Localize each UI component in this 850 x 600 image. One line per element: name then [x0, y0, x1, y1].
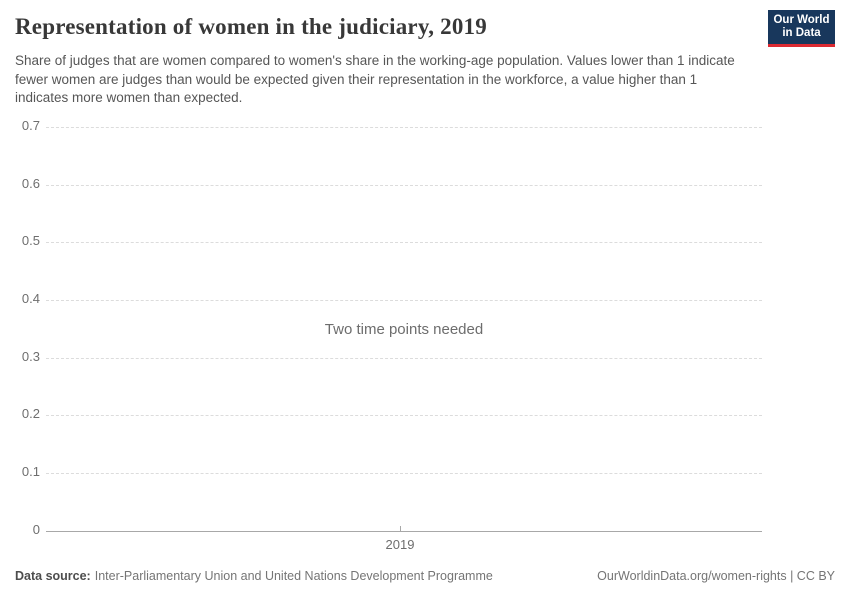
x-tick-label: 2019 [385, 537, 415, 552]
y-tick-label: 0.7 [21, 118, 40, 133]
y-tick-label: 0.3 [21, 349, 40, 364]
y-tick-label: 0.6 [21, 176, 40, 191]
data-source-value: Inter-Parliamentary Union and United Nat… [94, 569, 493, 583]
grid-line [46, 531, 762, 532]
grid-line [46, 185, 762, 186]
grid-line [46, 473, 762, 474]
chart-footer: Data source: Inter-Parliamentary Union an… [15, 569, 835, 583]
y-tick-label: 0.4 [21, 291, 40, 306]
grid-line [46, 300, 762, 301]
data-source: Data source: Inter-Parliamentary Union an… [15, 569, 493, 583]
owid-logo-line2: in Data [782, 27, 821, 39]
empty-state-message: Two time points needed [324, 321, 484, 338]
owid-logo-line1: Our World [773, 14, 830, 26]
grid-line [46, 127, 762, 128]
grid-line [46, 358, 762, 359]
y-tick-label: 0.5 [21, 233, 40, 248]
y-tick-label: 0 [32, 522, 40, 537]
data-source-label: Data source: [15, 569, 91, 583]
x-tick-mark [400, 526, 401, 531]
grid-line [46, 415, 762, 416]
y-tick-label: 0.2 [21, 406, 40, 421]
owid-logo[interactable]: Our World in Data [768, 10, 835, 47]
chart-title: Representation of women in the judiciary… [15, 14, 487, 39]
grid-line [46, 242, 762, 243]
y-tick-label: 0.1 [21, 464, 40, 479]
chart-subtitle: Share of judges that are women compared … [15, 53, 735, 105]
owid-link[interactable]: OurWorldinData.org/women-rights | CC BY [597, 569, 835, 583]
